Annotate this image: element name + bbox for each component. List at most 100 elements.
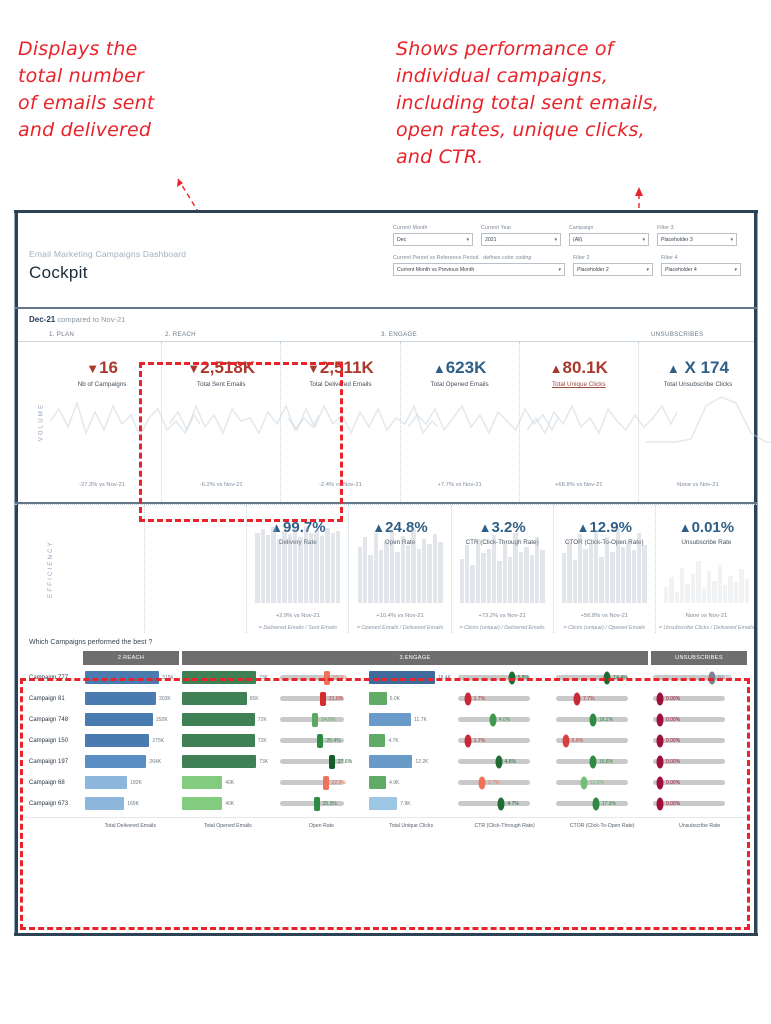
marker (508, 671, 516, 684)
kpi-ctr[interactable]: ▲3.2% CTR (Click-Through Rate) +73.2% vs… (452, 505, 554, 633)
track: 2.7% (458, 776, 531, 789)
filter-select: Dec ▾ (393, 233, 473, 246)
track: 5.8% (458, 671, 531, 684)
cell-ctor: 18.2% (555, 709, 650, 730)
marker-value: 0.00% (665, 779, 681, 786)
table-row[interactable]: Campaign 777 315K 73K 23.2% 18.4K 5.8% 14.4% 0.… (25, 667, 747, 688)
stage-reach: 2. REACH (165, 331, 196, 338)
marker (323, 670, 330, 685)
marker (317, 733, 324, 748)
bar-value: 40K (225, 800, 235, 807)
marker-value: 16.8% (598, 758, 614, 765)
bar-sparkline (459, 523, 545, 603)
kpi-delta: +73.2% vs Nov-21 (478, 613, 526, 619)
campaign-name: Campaign 150 (29, 737, 69, 744)
cell-total-opened-emails: 40K (182, 772, 276, 793)
kpi-total-opened-emails[interactable]: ▲623K Total Opened Emails +7.7% vs Nov-2… (401, 342, 558, 502)
triangle-down-icon: ▼ (187, 361, 201, 376)
campaign-table-title: Which Campaigns performed the best ? (29, 639, 153, 646)
marker (573, 692, 581, 705)
table-row[interactable]: Campaign 150 275K 72K 25.4% 4.7K 1.7% 6.9% 0.00… (25, 730, 747, 751)
filter-2[interactable]: Filter 2 Placeholder 2 ▾ (573, 255, 653, 276)
bar (182, 692, 247, 705)
column-footer: CTR (Click-Through Rate) (474, 823, 535, 829)
track: 0.00% (652, 734, 725, 747)
bar (85, 734, 150, 747)
kpi-label: Total Unsubscribe Clicks (663, 381, 733, 388)
filter-4[interactable]: Filter 4 Placeholder 4 ▾ (661, 255, 741, 276)
marker (464, 734, 472, 747)
cell-unsubscribe-rate: 0.00% (652, 793, 747, 814)
filter-current-month[interactable]: Current Month Dec ▾ (393, 225, 473, 246)
kpi-label[interactable]: Total Unique Clicks (552, 381, 606, 388)
filter-label: Filter 2 (573, 255, 590, 261)
kpi-nb-campaigns[interactable]: ▼16 Nb of Campaigns -27.3% vs Nov-21 (43, 342, 201, 502)
volume-kpi-row: ▼16 Nb of Campaigns -27.3% vs Nov-21 ▼2,… (15, 342, 771, 502)
bar-value: 292K (156, 716, 168, 723)
bar (368, 671, 435, 684)
kpi-label: Total Sent Emails (196, 381, 246, 388)
filter-select: Placeholder 4 ▾ (661, 263, 741, 276)
kpi-total-sent-emails[interactable]: ▼2,518K Total Sent Emails -6.2% vs Nov-2… (162, 342, 320, 502)
kpi-total-delivered-emails[interactable]: ▼2,511K Total Delivered Emails -2.4% vs … (281, 342, 439, 502)
track: 0.00% (652, 797, 725, 810)
table-row[interactable]: Campaign 673 169K 40K 25.3% 7.9K 4.7% 17.9% 0.0… (25, 793, 747, 814)
marker-value: 0.00% (665, 800, 681, 807)
cell-ctr: 4.0% (458, 709, 552, 730)
kpi-label: Unsubscribe Rate (681, 539, 732, 546)
table-row[interactable]: Campaign 81 303K 65K 21.6% 5.0K 1.7% 7.7% 0.00% (25, 688, 747, 709)
kpi-value: ▲3.2% (478, 519, 526, 536)
filter-value: Dec (397, 236, 407, 243)
volume-section: VOLUME ▼16 Nb of Campaigns -27.3% vs Nov… (15, 342, 771, 504)
table-row[interactable]: Campaign 197 264K 73K 27.6% 12.2K 4.6% 16.8% 0.… (25, 751, 747, 772)
marker (589, 755, 597, 768)
track: 11.9% (555, 776, 628, 789)
kpi-delta: +68.8% vs Nov-21 (555, 482, 603, 488)
cell-unsubscribe-rate: 0.00% (652, 688, 747, 709)
triangle-up-icon: ▲ (678, 520, 692, 535)
filter-3[interactable]: Filter 3 Placeholder 3 ▾ (657, 225, 737, 246)
kpi-total-unsubscribe-clicks[interactable]: ▲ X 174 Total Unsubscribe Clicks None vs… (639, 342, 771, 502)
kpi-value: ▲80.1K (549, 358, 608, 377)
filter-area: Current Month Dec ▾ Current Year 2021 ▾ Ca… (393, 225, 743, 285)
kpi-formula: = Opened Emails / Delivered Emails (356, 625, 444, 631)
kpi-total-unique-clicks[interactable]: ▲80.1K Total Unique Clicks +68.8% vs Nov… (520, 342, 677, 502)
chevron-down-icon: ▾ (554, 236, 557, 243)
marker-value: 14.4% (613, 674, 628, 681)
filter-current-year[interactable]: Current Year 2021 ▾ (481, 225, 561, 246)
marker-value: 24.6% (321, 716, 336, 723)
cell-total-opened-emails: 65K (182, 688, 276, 709)
bar (182, 734, 255, 747)
cell-unsubscribe-rate: 0.00% (652, 751, 747, 772)
cell-ctor: 17.9% (555, 793, 650, 814)
track: 25.3% (279, 796, 344, 811)
marker (580, 776, 588, 789)
track: 22.9% (279, 775, 346, 790)
cell-ctr: 1.7% (458, 730, 552, 751)
bar (368, 755, 413, 768)
filter-value: Placeholder 2 (577, 266, 609, 273)
table-band-1: 3.ENGAGE (182, 651, 648, 665)
filter-note: defines color coding (483, 255, 532, 261)
track: 4.0% (458, 713, 531, 726)
table-band-0: 2.REACH (83, 651, 179, 665)
table-row[interactable]: Campaign 68 182K 40K 22.9% 4.9K 2.7% 11.9% 0.00… (25, 772, 747, 793)
filter-period-comparison[interactable]: Current Period vs Reference Period defin… (393, 255, 565, 276)
marker (656, 776, 664, 789)
kpi-open-rate[interactable]: ▲24.8% Open Rate +10.4% vs Nov-21 = Open… (349, 505, 452, 633)
kpi-label: Delivery Rate (279, 539, 317, 546)
marker-value: 1.7% (473, 737, 486, 744)
annotation-left: Displays the total number of emails sent… (18, 38, 155, 141)
kpi-delivery-rate[interactable]: ▲99.7% Delivery Rate +2.9% vs Nov-21 = D… (247, 505, 350, 633)
bar (368, 734, 386, 747)
table-row[interactable]: Campaign 748 292K 72K 24.6% 11.7K 4.0% 18.2% 0.… (25, 709, 747, 730)
kpi-delta: +10.4% vs Nov-21 (376, 613, 424, 619)
campaign-name: Campaign 68 (29, 779, 65, 786)
filter-campaign[interactable]: Campaign (All) ▾ (569, 225, 649, 246)
marker-value: 22.9% (331, 779, 346, 786)
campaign-table-body: Campaign 777 315K 73K 23.2% 18.4K 5.8% 14.4% 0.… (25, 665, 747, 814)
kpi-ctor[interactable]: ▲12.9% CTOR (Click-To-Open Rate) +56.8% … (554, 505, 656, 633)
kpi-unsubscribe-rate[interactable]: ▲0.01% Unsubscribe Rate None vs Nov-21 =… (656, 505, 757, 633)
bar-value: 7.9K (400, 800, 411, 807)
campaign-table-panel: Which Campaigns performed the best ? 2.R… (15, 632, 757, 829)
